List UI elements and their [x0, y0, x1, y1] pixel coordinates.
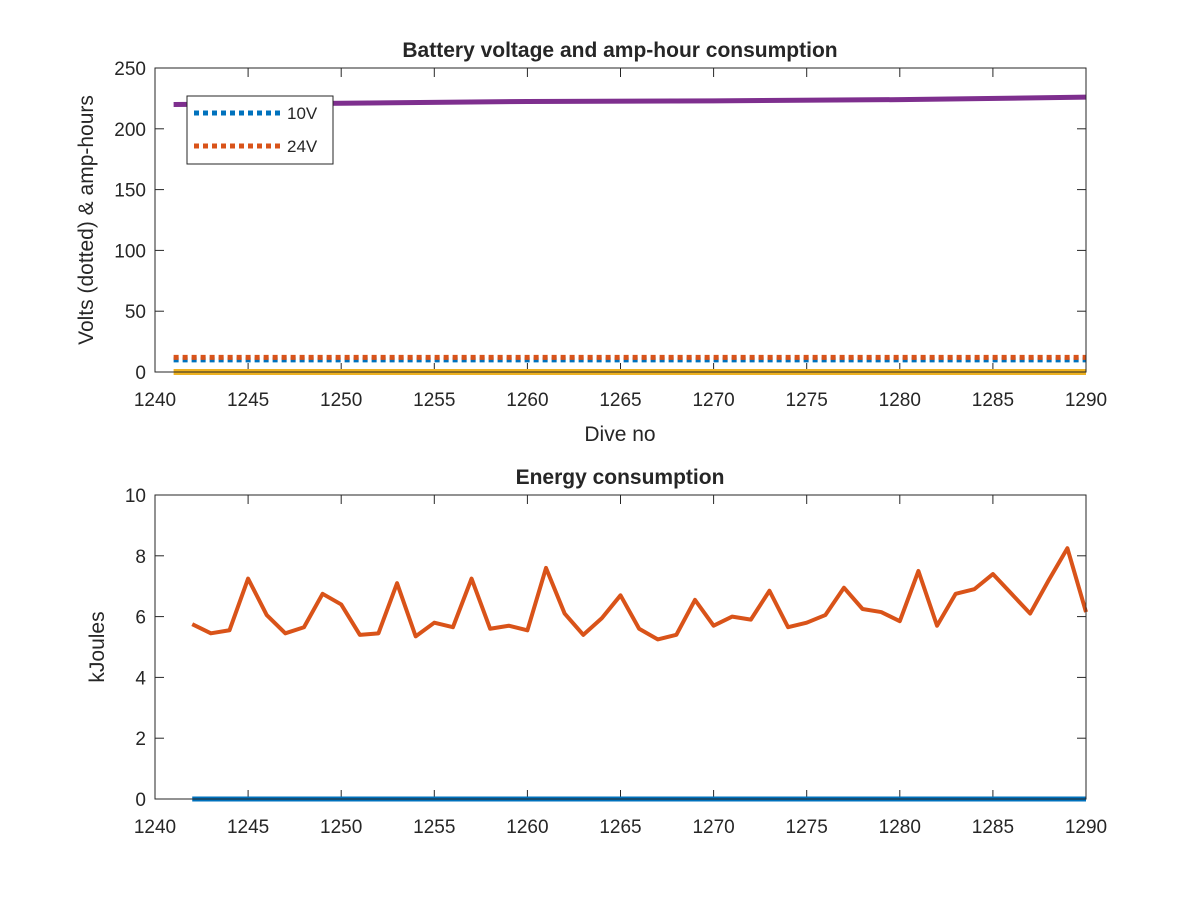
- top-chart-title: Battery voltage and amp-hour consumption: [402, 39, 837, 62]
- top-y-tick-label: 150: [114, 181, 146, 202]
- bottom-y-axis-label: kJoules: [86, 611, 109, 682]
- top-y-axis-label: Volts (dotted) & amp-hours: [75, 95, 98, 345]
- bottom-y-tick-label: 0: [135, 790, 146, 811]
- bottom-x-tick-label: 1245: [227, 817, 269, 838]
- bottom-series-line-1: [191, 546, 1088, 642]
- bottom-y-tick-label: 6: [135, 608, 146, 629]
- bottom-chart: 1240 1245 1250 1255 1260 1265 1270 1275 1280 1285…: [86, 466, 1107, 838]
- legend-label-10v: 10V: [287, 104, 318, 123]
- top-y-tick-label: 100: [114, 241, 146, 262]
- bottom-y-tick-label: 2: [135, 729, 146, 750]
- bottom-chart-title: Energy consumption: [516, 466, 725, 489]
- top-x-tick-label: 1245: [227, 390, 269, 411]
- top-x-tick-label: 1275: [786, 390, 828, 411]
- legend: 10V 24V: [186, 95, 334, 165]
- top-x-tick-label: 1260: [506, 390, 548, 411]
- top-x-tick-label: 1290: [1065, 390, 1107, 411]
- bottom-axes-box: [154, 494, 1087, 800]
- bottom-x-tick-label: 1290: [1065, 817, 1107, 838]
- top-axes-box: [154, 67, 1087, 373]
- legend-label-24v: 24V: [287, 137, 318, 156]
- top-x-tick-label: 1250: [320, 390, 362, 411]
- top-x-tick-label: 1285: [972, 390, 1014, 411]
- top-y-tick-label: 200: [114, 120, 146, 141]
- top-chart: 1240 1245 1250 1255 1260 1265 1270 1275 1280 1285…: [75, 39, 1107, 446]
- bottom-x-tick-label: 1265: [599, 817, 641, 838]
- top-x-tick-label: 1255: [413, 390, 455, 411]
- bottom-x-tick-label: 1285: [972, 817, 1014, 838]
- bottom-x-tick-label: 1270: [692, 817, 734, 838]
- top-x-tick-label: 1280: [879, 390, 921, 411]
- bottom-x-tick-label: 1280: [879, 817, 921, 838]
- bottom-plot-area: [155, 495, 1086, 799]
- bottom-x-tick-label: 1260: [506, 817, 548, 838]
- top-x-tick-label: 1270: [692, 390, 734, 411]
- bottom-y-tick-label: 4: [135, 668, 146, 689]
- bottom-y-tick-label: 8: [135, 547, 146, 568]
- bottom-x-tick-label: 1250: [320, 817, 362, 838]
- top-x-axis-label: Dive no: [584, 423, 655, 446]
- top-x-tick-label: 1265: [599, 390, 641, 411]
- top-y-tick-label: 0: [135, 363, 146, 384]
- bottom-x-tick-label: 1240: [134, 817, 176, 838]
- top-y-tick-label: 50: [125, 302, 146, 323]
- bottom-x-tick-label: 1275: [786, 817, 828, 838]
- top-ticks: 1240 1245 1250 1255 1260 1265 1270 1275 1280 1285…: [114, 59, 1107, 411]
- legend-box: [186, 95, 334, 165]
- bottom-x-tick-label: 1255: [413, 817, 455, 838]
- top-x-tick-label: 1240: [134, 390, 176, 411]
- top-y-tick-label: 250: [114, 59, 146, 80]
- bottom-y-tick-label: 10: [125, 486, 146, 507]
